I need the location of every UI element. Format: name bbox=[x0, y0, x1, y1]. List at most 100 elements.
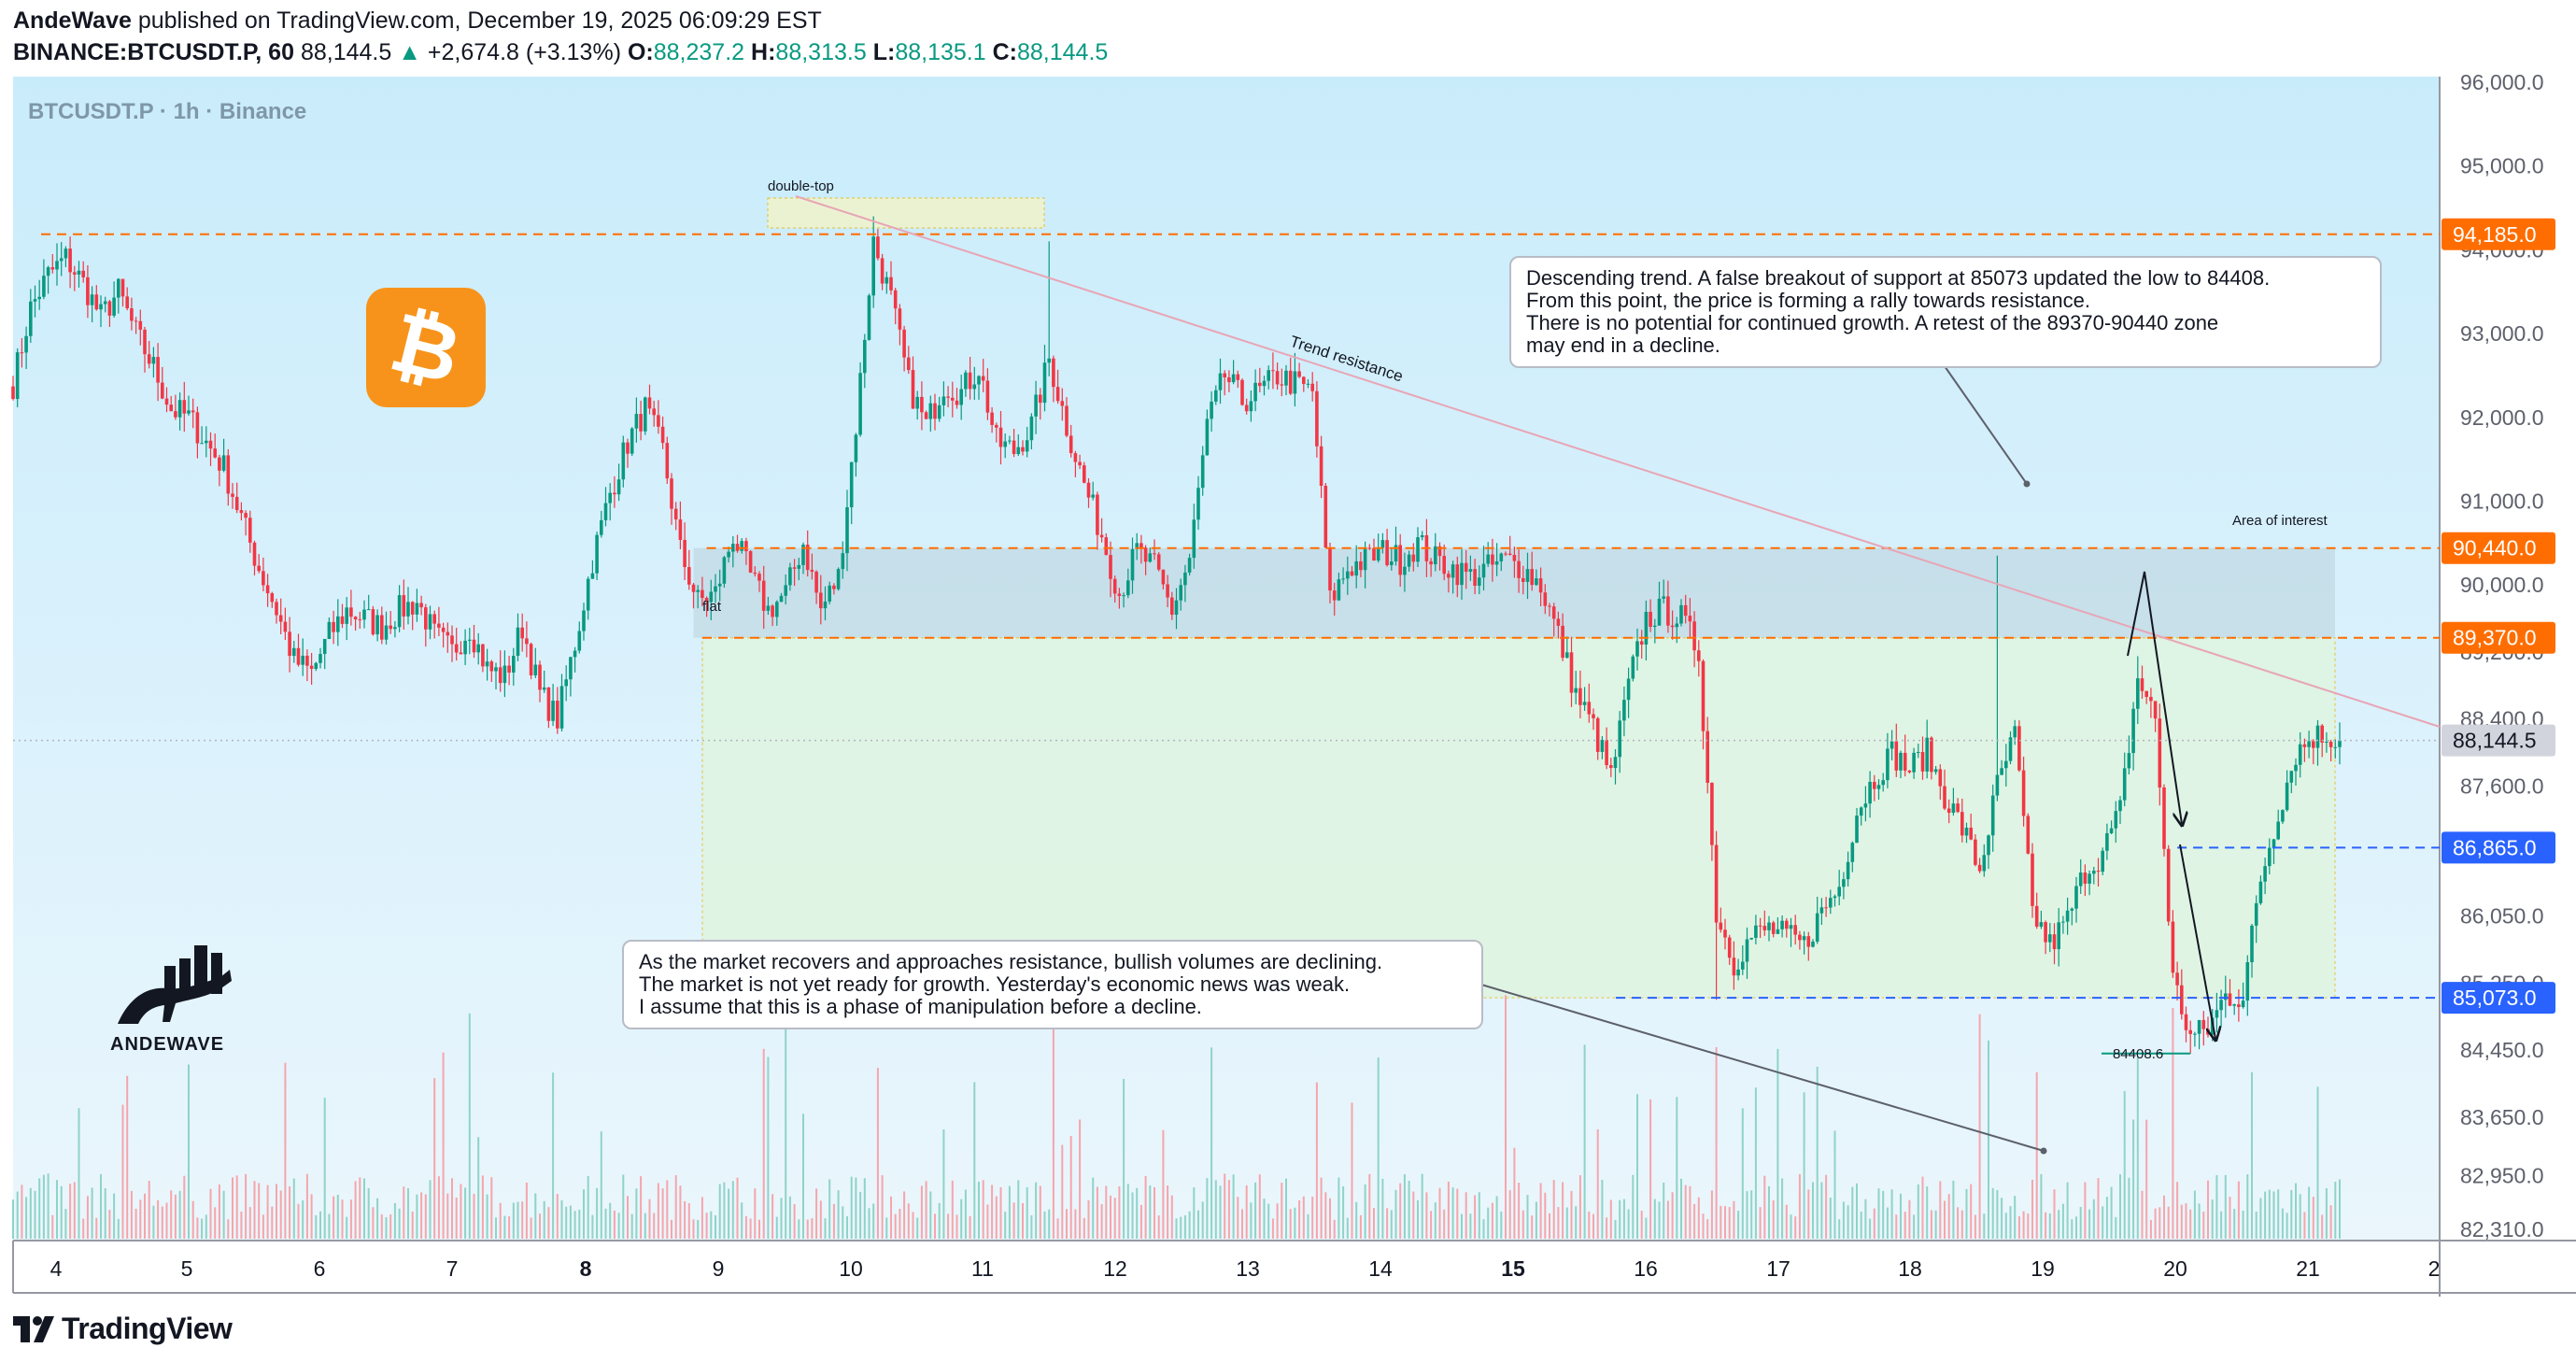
volume-bar bbox=[1772, 1199, 1775, 1239]
candle-body bbox=[1271, 370, 1275, 372]
volume-bar bbox=[635, 1188, 638, 1239]
time-tick: 16 bbox=[1634, 1256, 1658, 1281]
volume-bar bbox=[16, 1191, 19, 1239]
candle-body bbox=[2144, 690, 2148, 698]
volume-bar bbox=[899, 1208, 901, 1239]
volume-bar bbox=[1917, 1184, 1919, 1239]
volume-bar bbox=[609, 1202, 612, 1239]
candle-body bbox=[1280, 384, 1284, 386]
volume-bar bbox=[872, 1203, 875, 1239]
volume-bar bbox=[315, 1214, 318, 1239]
candle-body bbox=[1881, 780, 1885, 786]
candle-body bbox=[1183, 572, 1187, 586]
candle-body bbox=[709, 591, 714, 603]
candle-body bbox=[1833, 896, 1837, 899]
volume-bar bbox=[1658, 1201, 1661, 1239]
candle-body bbox=[1736, 969, 1740, 976]
volume-bar bbox=[1245, 1185, 1248, 1239]
candle-body bbox=[450, 635, 454, 645]
analysis-note-top[interactable]: Descending trend. A false breakout of su… bbox=[1509, 256, 2382, 368]
volume-bar bbox=[1139, 1204, 1142, 1239]
volume-bar bbox=[565, 1206, 568, 1239]
volume-bar bbox=[2277, 1189, 2280, 1239]
candle-body bbox=[2315, 725, 2320, 748]
candle-body bbox=[1710, 782, 1714, 845]
volume-bar bbox=[2321, 1214, 2324, 1239]
candle-body bbox=[1139, 543, 1143, 548]
volume-bar bbox=[2259, 1198, 2262, 1239]
volume-bar bbox=[34, 1190, 36, 1239]
candle-body bbox=[1359, 560, 1363, 571]
candle-body bbox=[639, 414, 643, 432]
time-tick: 12 bbox=[1103, 1256, 1127, 1281]
volume-bar bbox=[1417, 1199, 1419, 1239]
candle-body bbox=[995, 424, 998, 428]
time-axis[interactable]: 4 5 6 7 8 9 10 11 12 13 14 15 16 17 18 19 20 21 2 bbox=[50, 1256, 2441, 1281]
volume-bar bbox=[890, 1196, 892, 1239]
volume-bar bbox=[1838, 1219, 1841, 1239]
tradingview-logo[interactable]: TradingView bbox=[13, 1312, 233, 1346]
candle-body bbox=[309, 665, 314, 670]
candle-body bbox=[670, 478, 673, 509]
candle-body bbox=[1008, 440, 1012, 442]
candle-body bbox=[1556, 618, 1561, 626]
candle-body bbox=[1946, 808, 1951, 813]
candle-body bbox=[1714, 844, 1719, 923]
high-value: 88,313.5 bbox=[775, 39, 867, 65]
candle-body bbox=[24, 335, 28, 353]
candle-body bbox=[525, 638, 529, 645]
candle-body bbox=[2215, 1010, 2219, 1018]
volume-bar bbox=[442, 1052, 445, 1239]
candle-body bbox=[147, 354, 151, 364]
volume-bar bbox=[108, 1210, 111, 1239]
volume-bar bbox=[1012, 1202, 1015, 1239]
candle-body bbox=[2092, 871, 2096, 874]
volume-bar bbox=[802, 1114, 804, 1239]
volume-bar bbox=[1061, 1144, 1064, 1239]
candle-body bbox=[1811, 942, 1815, 947]
volume-bar bbox=[2339, 1179, 2341, 1239]
volume-bar bbox=[788, 1196, 791, 1239]
volume-bar bbox=[2141, 1190, 2144, 1239]
volume-bar bbox=[1131, 1192, 1134, 1239]
volume-bar bbox=[617, 1213, 620, 1239]
volume-bar bbox=[2154, 1208, 2157, 1239]
candle-body bbox=[731, 544, 735, 552]
price-axis[interactable]: 96,000.095,000.094,000.093,000.092,000.0… bbox=[2442, 70, 2555, 1241]
candle-body bbox=[143, 329, 147, 355]
volume-bar bbox=[1087, 1199, 1090, 1239]
volume-bar bbox=[1790, 1214, 1792, 1239]
volume-bar bbox=[1653, 1199, 1656, 1239]
author-name[interactable]: AndeWave bbox=[13, 7, 132, 34]
volume-bar bbox=[455, 1197, 458, 1239]
volume-bar bbox=[486, 1194, 488, 1239]
symbol-label[interactable]: BINANCE:BTCUSDT.P, 60 bbox=[13, 39, 294, 65]
candle-body bbox=[1434, 546, 1437, 565]
volume-bar bbox=[556, 1194, 559, 1239]
candle-body bbox=[1403, 566, 1407, 575]
candle-body bbox=[990, 412, 994, 425]
candle-body bbox=[1595, 717, 1600, 752]
volume-bar bbox=[1978, 1014, 1981, 1239]
candle-body bbox=[292, 647, 296, 657]
candle-body bbox=[613, 492, 616, 495]
candle-body bbox=[1657, 598, 1662, 626]
volume-bar bbox=[1535, 1201, 1537, 1239]
price-tick: 82,950.0 bbox=[2460, 1164, 2544, 1188]
volume-bar bbox=[1676, 1097, 1678, 1239]
volume-bar bbox=[1565, 1207, 1568, 1239]
candle-body bbox=[1096, 494, 1099, 535]
candle-body bbox=[907, 357, 911, 371]
analysis-note-bottom[interactable]: As the market recovers and approaches re… bbox=[622, 940, 1483, 1029]
volume-bar bbox=[1518, 1183, 1521, 1239]
volume-bar bbox=[1294, 1207, 1296, 1239]
volume-bar bbox=[2119, 1174, 2121, 1239]
candle-body bbox=[2228, 993, 2232, 1006]
price-level-tag bbox=[2442, 621, 2555, 654]
candle-body bbox=[262, 571, 265, 586]
candle-body bbox=[64, 248, 68, 259]
candle-body bbox=[744, 541, 748, 552]
volume-bar bbox=[2264, 1191, 2267, 1239]
volume-bar bbox=[1118, 1185, 1121, 1239]
